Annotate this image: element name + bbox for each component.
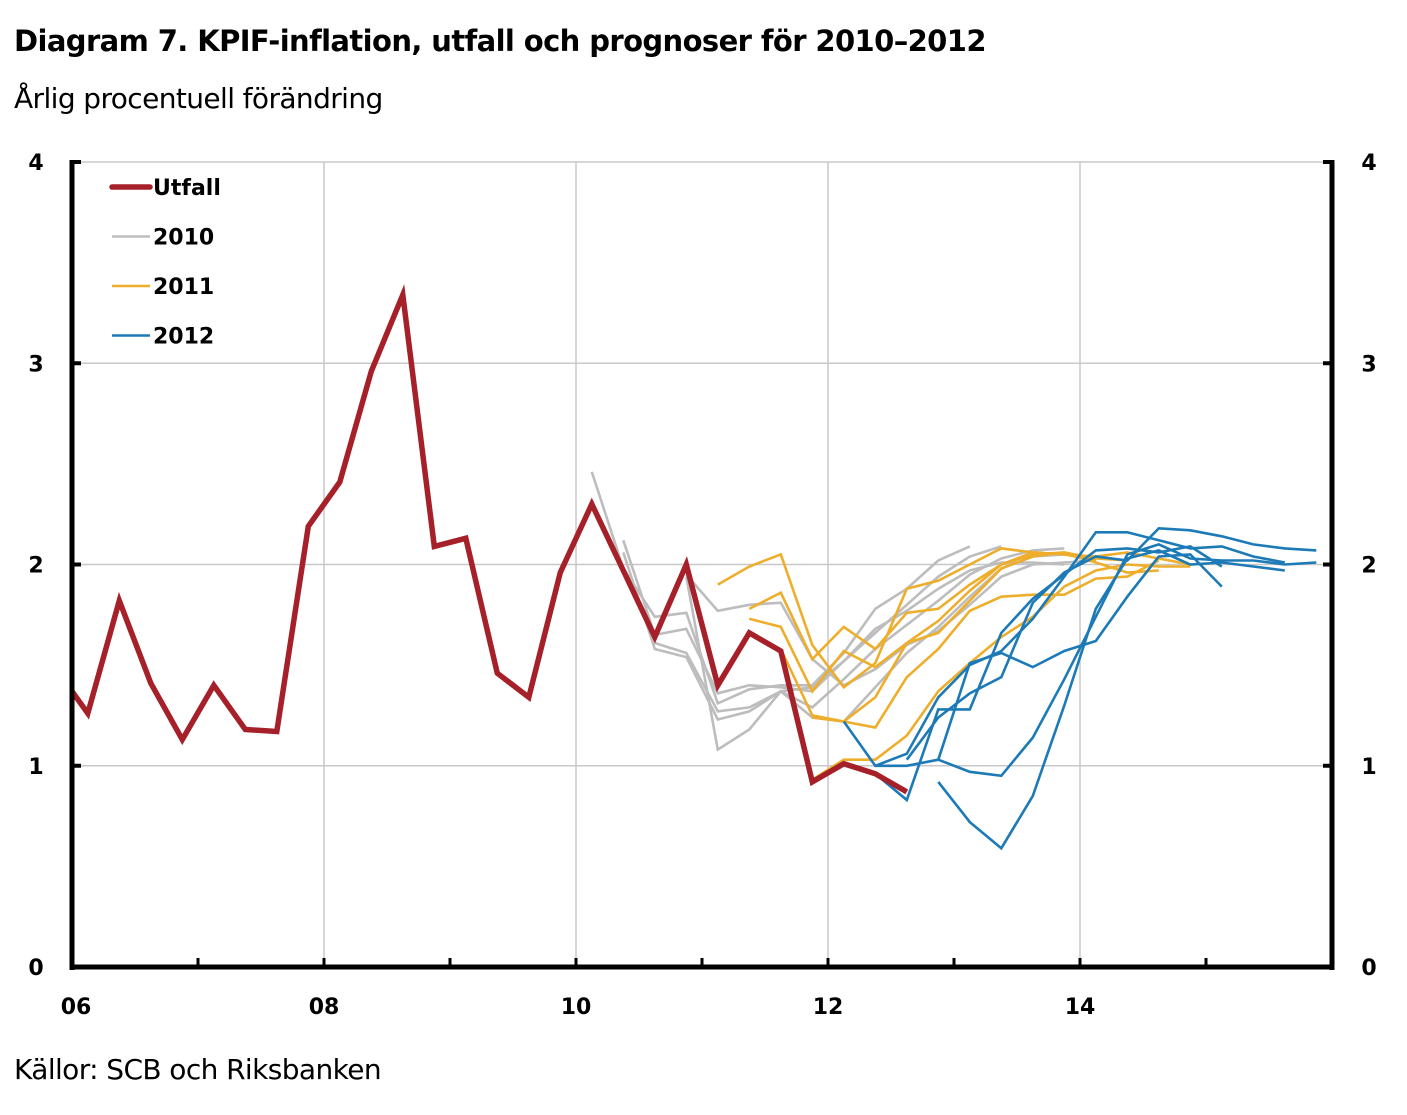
y-tick-label-right: 1 (1361, 755, 1376, 780)
legend-label-2012: 2012 (153, 325, 214, 350)
series-line-2011-prognos-c (748, 551, 1159, 694)
x-tick-label: 08 (309, 995, 340, 1020)
y-tick-label-left: 0 (28, 956, 43, 981)
x-tick-label: 12 (813, 995, 844, 1020)
chart-subtitle: Årlig procentuell förändring (14, 82, 383, 115)
y-tick-label-right: 4 (1361, 151, 1376, 176)
chart-title: Diagram 7. KPIF-inflation, utfall och pr… (14, 24, 987, 58)
chart-source: Källor: SCB och Riksbanken (14, 1053, 382, 1086)
series-line-2012-prognos-f (937, 549, 1285, 851)
legend-item-2011: 2011 (112, 275, 214, 300)
x-tick-label: 14 (1065, 995, 1096, 1020)
legend: Utfall 2010 2011 2012 (109, 176, 221, 350)
series-line-2010-prognos-b (622, 539, 1002, 695)
series-line-2011-prognos-f (811, 563, 1191, 781)
legend-item-2010: 2010 (112, 226, 214, 251)
series-line-2012-prognos-c (874, 530, 1286, 768)
legend-label-2010: 2010 (153, 226, 214, 251)
y-tick-label-left: 2 (28, 554, 43, 579)
y-tick-label-left: 3 (28, 352, 43, 377)
legend-label-2011: 2011 (153, 275, 214, 300)
y-tick-label-left: 4 (28, 151, 43, 176)
series-line-2010-prognos-e (685, 559, 1096, 687)
series-line-2012-prognos-d (905, 526, 1317, 761)
y-tick-label-right: 3 (1361, 352, 1376, 377)
series-line-2012-prognos-e (937, 543, 1317, 778)
x-tick-label: 10 (561, 995, 592, 1020)
series-line-utfall (69, 284, 909, 795)
series-line-2012-prognos-a (842, 553, 1223, 768)
y-tick-label-right: 0 (1361, 956, 1376, 981)
y-tick-label-right: 2 (1361, 554, 1376, 579)
series-line-2011-prognos-a (717, 547, 1097, 690)
x-tick-label: 06 (61, 995, 92, 1020)
legend-item-utfall: Utfall (109, 176, 221, 201)
series-line-2010-prognos-d (654, 561, 1065, 713)
legend-label-utfall: Utfall (153, 176, 221, 201)
series-line-2010-prognos-f (685, 553, 1065, 752)
series-lines (69, 284, 1317, 851)
axes: 0 01 12 23 34 406 08 10 12 14 (28, 151, 1376, 1020)
y-tick-label-left: 1 (28, 755, 43, 780)
legend-item-2012: 2012 (112, 325, 214, 350)
series-line-2011-prognos-e (812, 551, 1191, 723)
